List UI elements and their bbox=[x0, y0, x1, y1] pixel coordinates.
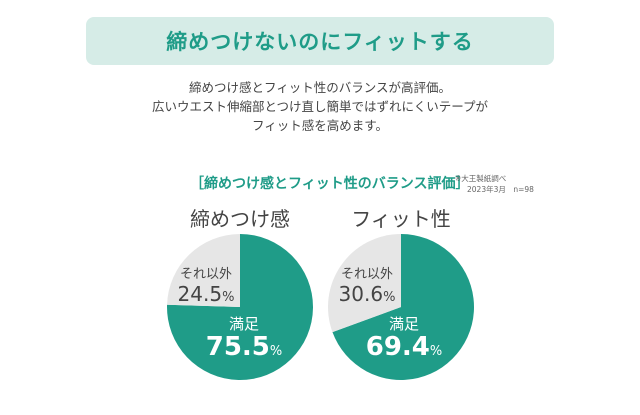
pie1-satisfied-value: 75.5% bbox=[194, 334, 294, 360]
pie2-satisfied-label: 満足 69.4% bbox=[354, 315, 454, 361]
pie2-slice-satisfied bbox=[332, 234, 474, 380]
pie1-other-number: 24.5 bbox=[177, 282, 223, 306]
pie-title-shimetsuke: 締めつけ感 bbox=[190, 207, 290, 231]
survey-note-source: ※大王製紙調べ bbox=[455, 174, 507, 183]
pie-chart-fit bbox=[328, 234, 474, 380]
pie2-other-value: 30.6% bbox=[329, 284, 405, 304]
pie2-satisfied-number: 69.4 bbox=[365, 332, 430, 362]
survey-note: ※大王製紙調べ 2023年3月 n=98 bbox=[455, 173, 545, 195]
pie1-other-unit: % bbox=[222, 290, 235, 305]
pie2-satisfied-name: 満足 bbox=[388, 315, 419, 333]
pie-chart-shimetsuke bbox=[167, 234, 313, 380]
pie1-satisfied-unit: % bbox=[269, 344, 283, 359]
pie2-other-unit: % bbox=[383, 290, 396, 305]
pie2-other-number: 30.6 bbox=[338, 282, 384, 306]
description: 締めつけ感とフィット性のバランスが高評価。 広いウエスト伸縮部とつけ直し簡単では… bbox=[0, 78, 640, 135]
headline-text: 締めつけないのにフィットする bbox=[166, 30, 474, 54]
description-line: 締めつけ感とフィット性のバランスが高評価。 bbox=[188, 80, 451, 95]
pie1-other-value: 24.5% bbox=[168, 284, 244, 304]
pie1-other-label: それ以外 24.5% bbox=[168, 268, 244, 304]
pie2-other-name: それ以外 bbox=[340, 267, 393, 282]
pie1-satisfied-name: 満足 bbox=[228, 315, 259, 333]
pie2-satisfied-unit: % bbox=[429, 344, 443, 359]
pie1-satisfied-number: 75.5 bbox=[205, 332, 270, 362]
pie1-satisfied-label: 満足 75.5% bbox=[194, 315, 294, 361]
section-title: ［締めつけ感とフィット性のバランス評価］ bbox=[190, 176, 470, 192]
description-line: フィット感を高めます。 bbox=[251, 118, 388, 133]
survey-note-date: 2023年3月 n=98 bbox=[467, 185, 534, 194]
description-line: 広いウエスト伸縮部とつけ直し簡単ではずれにくいテープが bbox=[151, 99, 488, 114]
pie1-other-name: それ以外 bbox=[179, 267, 232, 282]
pie2-satisfied-value: 69.4% bbox=[354, 334, 454, 360]
pie1-slice-other bbox=[167, 234, 240, 307]
headline-banner: 締めつけないのにフィットする bbox=[86, 17, 554, 65]
pie-title-fit: フィット性 bbox=[351, 207, 451, 231]
pie2-slice-other bbox=[328, 234, 401, 333]
pie2-other-label: それ以外 30.6% bbox=[329, 268, 405, 304]
